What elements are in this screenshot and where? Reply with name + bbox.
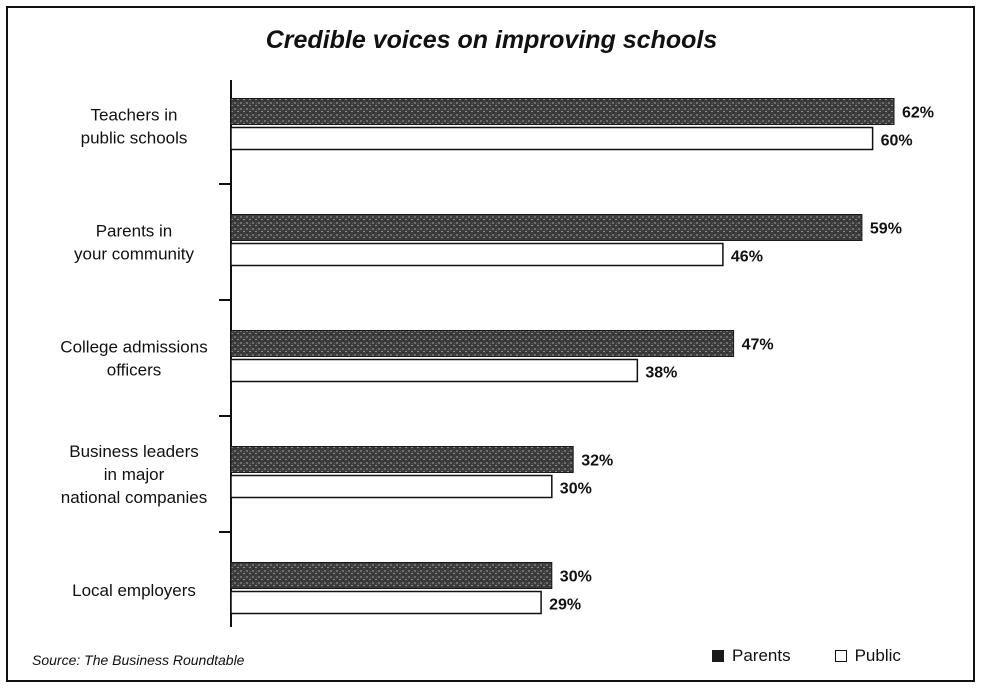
- category-label: Local employers: [72, 581, 196, 600]
- value-label-public: 29%: [549, 597, 581, 614]
- legend-label-public: Public: [854, 646, 901, 665]
- category-label: Parents in your community: [74, 222, 194, 264]
- chart-legend: Parents Public: [712, 646, 901, 666]
- value-label-parents: 30%: [560, 569, 592, 586]
- legend-label-parents: Parents: [732, 646, 791, 665]
- bar-public: [230, 358, 639, 383]
- value-label-public: 30%: [560, 481, 592, 498]
- bar-parents: [230, 330, 735, 357]
- bar-public: [230, 242, 724, 267]
- category-label: College admissions officers: [60, 338, 207, 380]
- category-label: Teachers in public schools: [81, 106, 188, 148]
- value-label-public: 38%: [645, 365, 677, 382]
- value-label-parents: 59%: [870, 221, 902, 238]
- legend-item-public: Public: [834, 646, 901, 666]
- legend-swatch-parents: [712, 650, 724, 662]
- value-label-public: 46%: [731, 249, 763, 266]
- bar-public: [230, 590, 542, 615]
- bar-parents: [230, 562, 553, 589]
- bar-parents: [230, 98, 895, 125]
- legend-item-parents: Parents: [712, 646, 791, 666]
- bar-parents: [230, 446, 574, 473]
- bar-public: [230, 474, 553, 499]
- value-label-parents: 47%: [742, 337, 774, 354]
- category-label: Business leaders in major national compani…: [61, 442, 207, 507]
- legend-swatch-public: [834, 650, 847, 662]
- value-label-public: 60%: [881, 133, 913, 150]
- source-note: Source: The Business Roundtable: [32, 652, 245, 668]
- bar-parents: [230, 214, 863, 241]
- chart-title: Credible voices on improving schools: [265, 26, 718, 54]
- value-label-parents: 62%: [902, 105, 934, 122]
- bar-public: [230, 126, 874, 151]
- value-label-parents: 32%: [581, 453, 613, 470]
